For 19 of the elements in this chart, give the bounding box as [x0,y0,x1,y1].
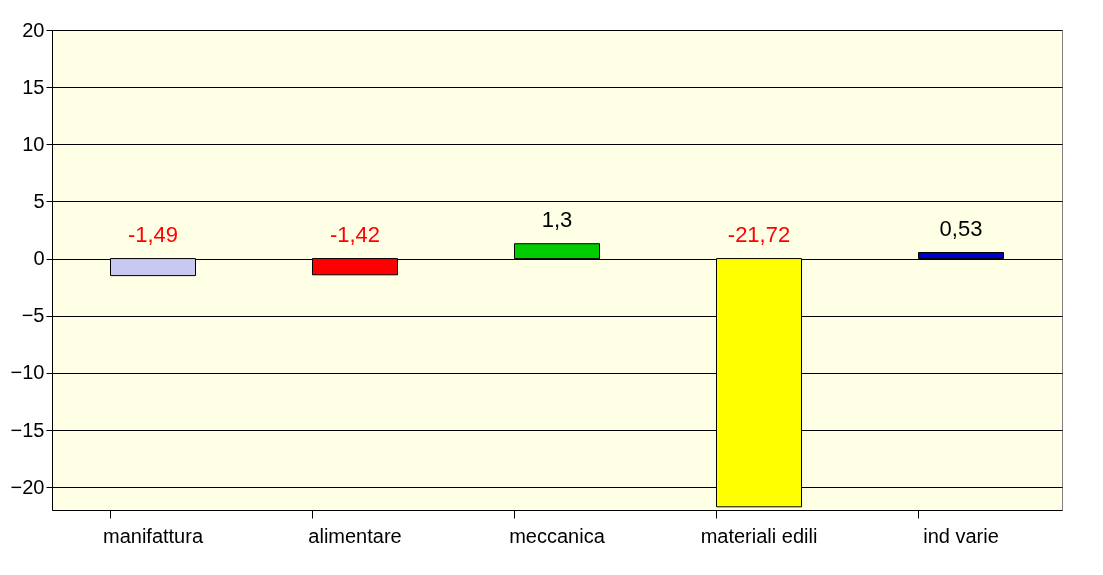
data-label: -1,49 [127,221,179,247]
y-tick-label: −15 [10,418,45,441]
x-tick-label: manifattura [102,524,204,547]
y-tick-label: 5 [33,189,45,212]
x-tick-label: ind varie [923,524,999,547]
data-label: -21,72 [727,221,791,247]
y-tick-label: 0 [33,247,45,270]
x-tick-label: alimentare [308,524,402,547]
y-tick-label: −10 [10,361,45,384]
y-tick-label: −5 [21,304,45,327]
data-label: 0,53 [939,215,983,241]
y-tick-label: 10 [22,132,45,155]
x-tick-label: materiali edili [700,524,818,547]
y-tick-label: −20 [10,475,45,498]
data-label: -1,42 [329,221,381,247]
y-tick-label: 15 [22,75,45,98]
data-label: 1,3 [541,206,573,232]
y-tick-label: 20 [22,18,45,41]
x-tick-label: meccanica [509,524,606,547]
